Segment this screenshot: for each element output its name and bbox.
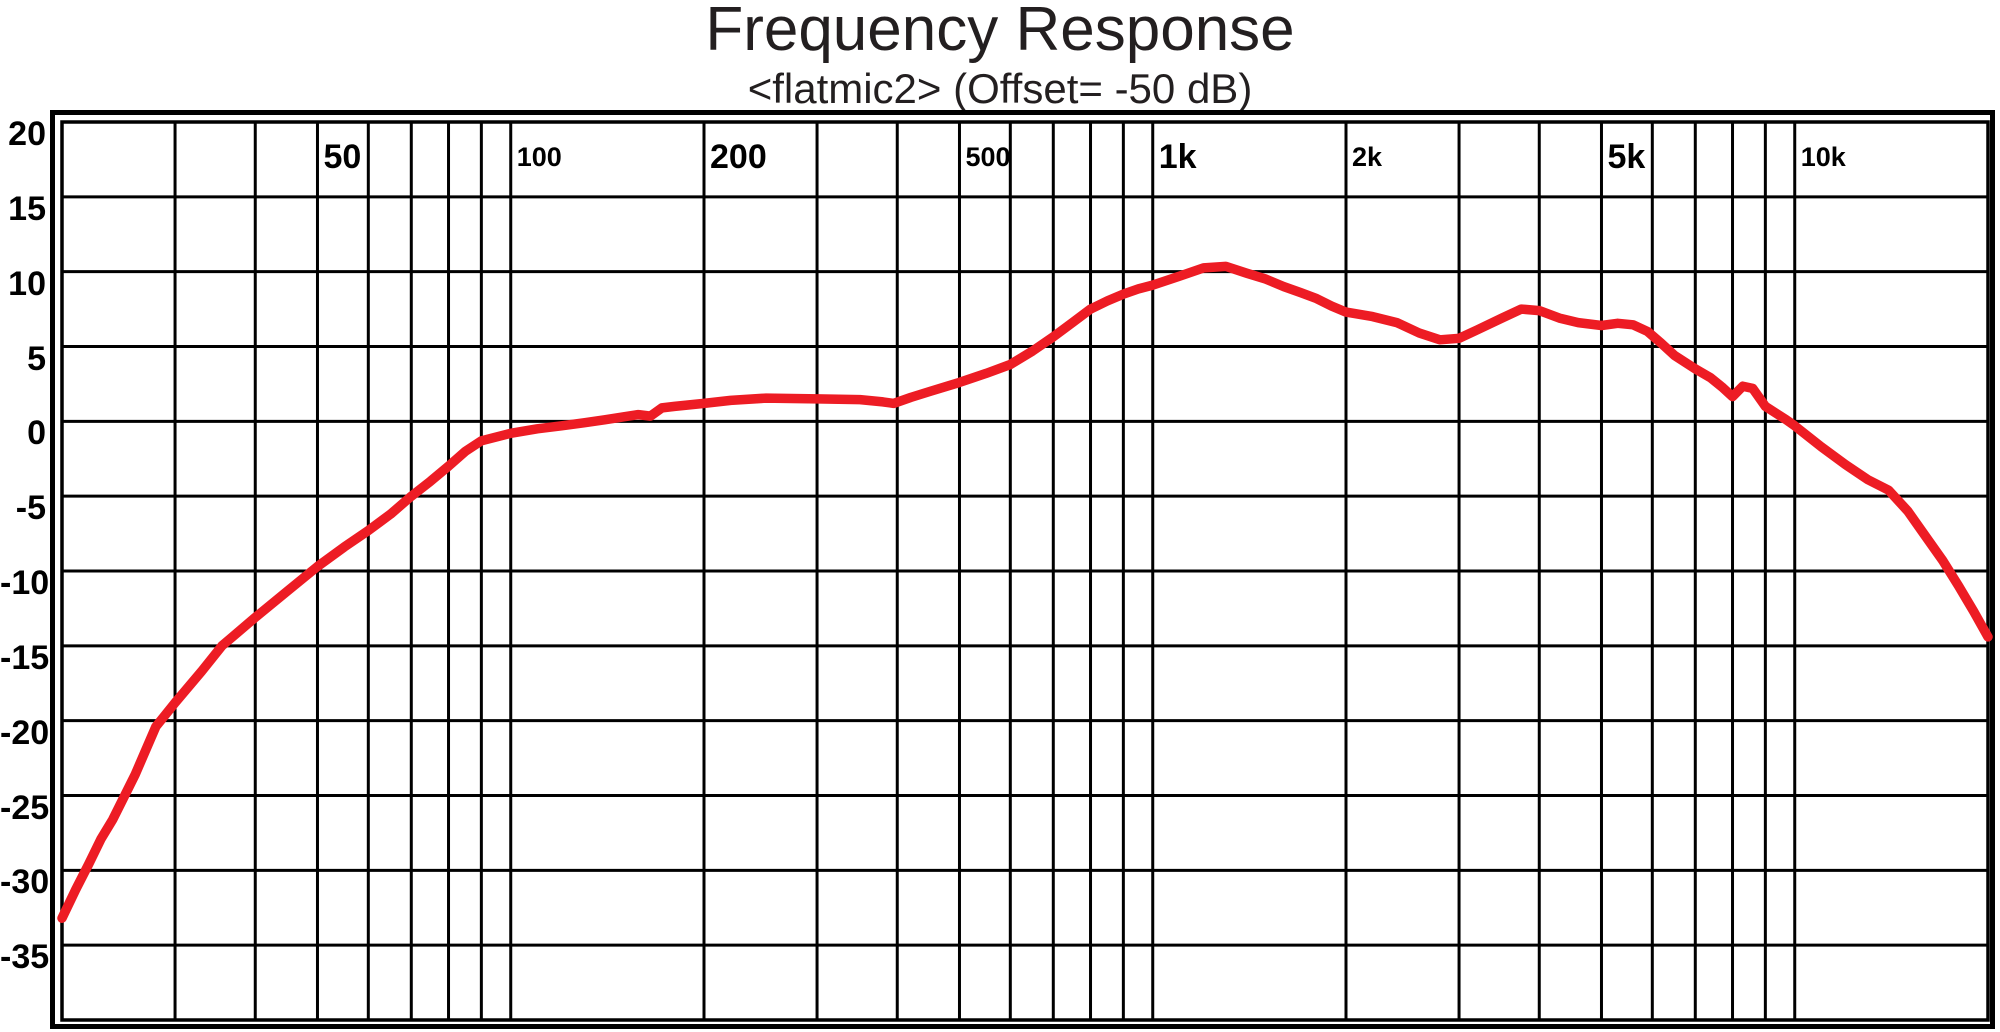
chart-outer-frame xyxy=(50,110,1995,1029)
chart-inner-frame xyxy=(60,120,1990,1022)
y-tick-label: -30 xyxy=(0,863,50,902)
y-tick-label: -25 xyxy=(0,788,50,827)
frequency-response-curve xyxy=(57,261,1993,923)
chart-header: Frequency Response <flatmic2> (Offset= -… xyxy=(0,0,2000,112)
x-tick-label: 100 xyxy=(516,142,562,172)
y-tick-label: 0 xyxy=(27,414,46,453)
y-tick-label: -5 xyxy=(15,489,46,528)
y-tick-label: 15 xyxy=(8,189,46,228)
y-tick-label: -10 xyxy=(0,564,50,602)
x-tick-label: 10k xyxy=(1800,142,1846,172)
x-tick-label: 200 xyxy=(710,138,767,176)
x-tick-label: 2k xyxy=(1352,142,1383,172)
x-tick-label: 5k xyxy=(1607,138,1646,176)
x-tick-label: 1k xyxy=(1158,138,1197,176)
y-tick-label: -15 xyxy=(0,638,50,677)
y-tick-label: -35 xyxy=(0,938,50,977)
x-tick-label: 500 xyxy=(965,142,1011,172)
page-subtitle: <flatmic2> (Offset= -50 dB) xyxy=(747,65,1253,112)
x-tick-label: 50 xyxy=(323,138,362,176)
y-tick-label: 20 xyxy=(8,115,46,153)
page-title: Frequency Response xyxy=(705,0,1295,64)
y-tick-label: 10 xyxy=(8,264,46,303)
y-tick-label: -20 xyxy=(0,713,50,752)
y-tick-label: 5 xyxy=(27,339,46,378)
